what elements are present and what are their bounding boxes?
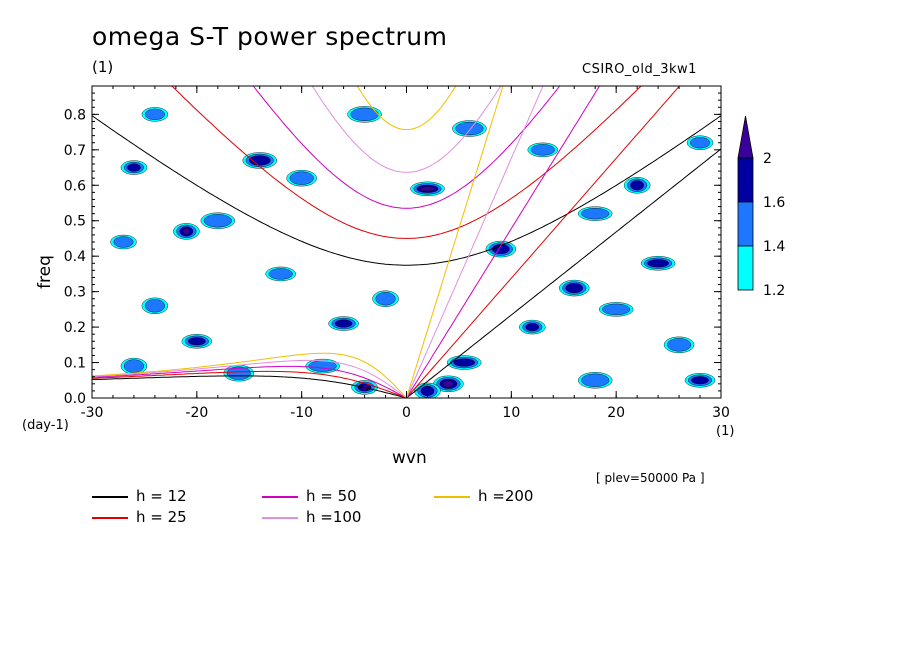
dispersion-curve [406, 148, 721, 398]
dispersion-curve [406, 86, 544, 398]
contour-blob [453, 358, 475, 367]
contour-blob [289, 171, 314, 185]
y-tick-label: 0.6 [64, 178, 86, 194]
x-tick-label: 20 [607, 405, 625, 421]
contour-blob [565, 283, 584, 294]
contour-blob [647, 259, 669, 268]
contour-blob [334, 319, 353, 328]
chart-title: omega S-T power spectrum [92, 22, 448, 51]
legend-label: h = 50 [306, 487, 357, 505]
colorbar-label: 1.6 [763, 195, 785, 211]
colorbar-segment [737, 245, 754, 291]
dispersion-curve [311, 86, 502, 173]
dispersion-curve [356, 86, 457, 131]
x-tick-label: 0 [402, 405, 411, 421]
colorbar: 2 1.6 1.4 1.2 [737, 115, 785, 299]
contour-blob [144, 108, 165, 120]
y-tick-label: 0.3 [64, 285, 86, 301]
y-tick-label: 0.5 [64, 214, 86, 230]
y-tick-label: 0.2 [64, 320, 86, 336]
contour-blob [420, 385, 435, 396]
dispersion-curve [92, 375, 407, 398]
legend-label: h = 25 [136, 508, 187, 526]
contour-blob [127, 163, 141, 172]
contour-blob [419, 186, 436, 192]
x-tick-label: -20 [185, 405, 208, 421]
legend-label: h =100 [306, 508, 362, 526]
contour-blob [602, 303, 631, 315]
contour-blob [203, 214, 232, 228]
contour-blob [525, 323, 540, 332]
dispersion-curve [406, 86, 504, 398]
contour-blob [375, 292, 396, 306]
colorbar-segment [737, 201, 754, 247]
x-axis-unit: (1) [716, 424, 735, 439]
contour-blob [581, 208, 610, 220]
x-axis-label: wvn [392, 448, 427, 468]
dispersion-curve [92, 365, 407, 398]
plot-background [92, 86, 721, 398]
contour-blob [442, 380, 455, 388]
contour-blob [188, 337, 206, 346]
contour-blob [630, 180, 644, 191]
dispersion-curve [92, 359, 407, 398]
y-tick-label: 0.8 [64, 107, 86, 123]
y-axis-unit: (day-1) [22, 418, 69, 433]
y-axis-label: freq [34, 255, 55, 289]
dispersion-curve [92, 115, 721, 266]
colorbar-arrow [737, 115, 754, 159]
level-label: [ plev=50000 Pa ] [596, 471, 705, 485]
dispersion-curves [92, 86, 721, 398]
contour-blob [113, 236, 134, 248]
legend-label: h = 12 [136, 487, 187, 505]
y-tick-label: 0.0 [64, 391, 86, 407]
contour-blob [144, 299, 165, 313]
contour-blob [691, 376, 709, 385]
y-tick-label: 0.4 [64, 249, 86, 265]
legend-swatch [434, 496, 470, 498]
model-label: CSIRO_old_3kw1 [582, 62, 697, 77]
contour-blob [530, 144, 555, 156]
y-tick-label: 0.7 [64, 143, 86, 159]
legend-swatch [262, 496, 298, 498]
dispersion-curve [406, 86, 601, 398]
contour-blob [268, 268, 293, 280]
legend-swatch [92, 517, 128, 519]
colorbar-label: 1.4 [763, 239, 785, 255]
contour-blob [581, 373, 610, 387]
colorbar-segment [737, 157, 754, 203]
contour-blob [248, 155, 271, 166]
x-tick-label: -30 [81, 405, 104, 421]
dispersion-curve [92, 370, 407, 398]
contour-blob [455, 121, 484, 136]
contour-blob [667, 338, 692, 352]
contour-blob [182, 227, 190, 235]
x-tick-label: 30 [712, 405, 730, 421]
legend-swatch [92, 496, 128, 498]
dispersion-curve [406, 86, 681, 398]
contour-blob [690, 137, 711, 149]
dispersion-curve [92, 352, 407, 398]
axis-ticks: -30 -20 -10 0 10 20 30 0.0 0.1 0.2 0.3 0.4 0.5 0.6 0.7… [64, 86, 730, 421]
colorbar-label: 2 [763, 151, 772, 167]
colorbar-label: 1.2 [763, 283, 785, 299]
dispersion-curve [171, 86, 642, 239]
legend-swatch [262, 517, 298, 519]
contour-blob [123, 359, 144, 373]
y-tick-label: 0.1 [64, 356, 86, 372]
units-label: (1) [92, 58, 114, 76]
legend-label: h =200 [478, 487, 534, 505]
dispersion-curve [252, 86, 561, 209]
x-tick-label: 10 [502, 405, 520, 421]
x-tick-label: -10 [290, 405, 313, 421]
